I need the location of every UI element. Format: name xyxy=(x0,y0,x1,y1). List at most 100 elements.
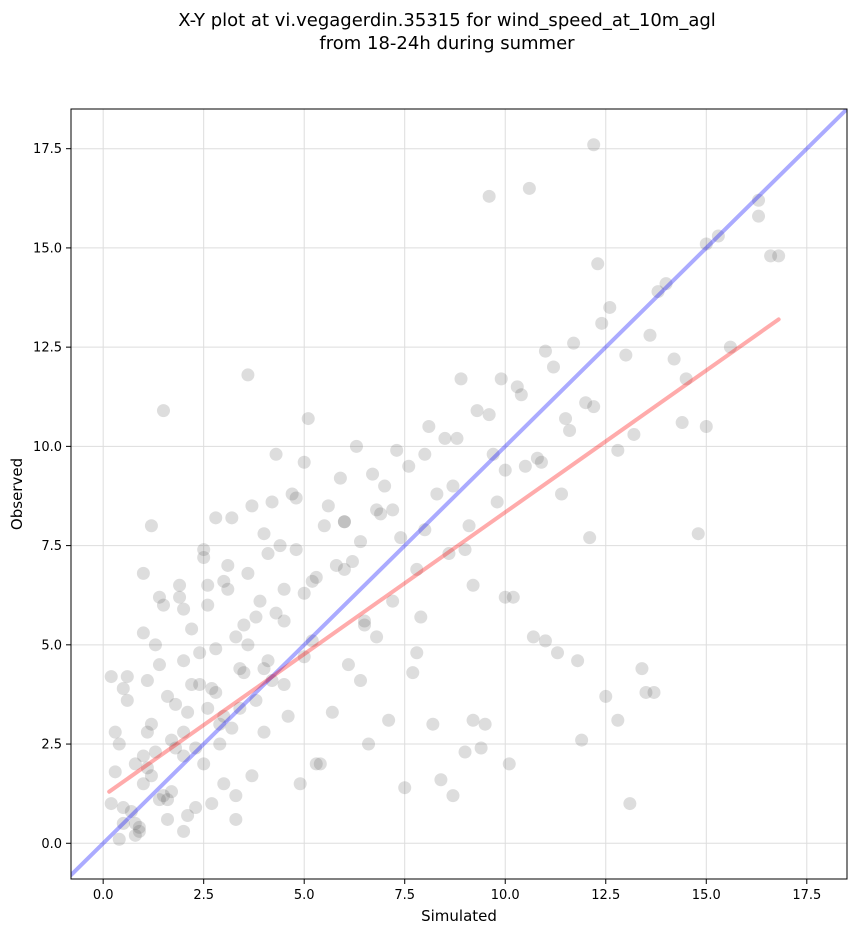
x-tick-label: 7.5 xyxy=(394,888,415,903)
data-point xyxy=(245,769,259,783)
data-point xyxy=(241,566,255,580)
data-point xyxy=(148,638,162,652)
data-point xyxy=(249,610,263,624)
data-point xyxy=(160,812,174,826)
data-point xyxy=(160,689,174,703)
data-point xyxy=(116,801,130,815)
data-point xyxy=(181,705,195,719)
data-point xyxy=(494,372,508,386)
data-point xyxy=(619,348,633,362)
data-point xyxy=(144,769,158,783)
data-point xyxy=(173,578,187,592)
regression-line xyxy=(107,317,781,794)
data-point xyxy=(213,717,227,731)
data-point xyxy=(140,761,154,775)
y-axis-label: Observed xyxy=(8,458,26,530)
data-point xyxy=(723,340,737,354)
data-point xyxy=(321,499,335,513)
data-point xyxy=(341,658,355,672)
data-point xyxy=(257,662,271,676)
data-point xyxy=(197,551,211,565)
data-point xyxy=(659,277,673,291)
data-point xyxy=(506,590,520,604)
data-point xyxy=(450,431,464,445)
data-point xyxy=(699,420,713,434)
data-point xyxy=(402,459,416,473)
data-point xyxy=(169,697,183,711)
data-point xyxy=(466,578,480,592)
data-point xyxy=(152,658,166,672)
data-point xyxy=(305,574,319,588)
data-point xyxy=(128,816,142,830)
data-point xyxy=(269,447,283,461)
y-tick-label: 15.0 xyxy=(33,241,62,256)
data-point xyxy=(382,713,396,727)
y-axis-ticks: 0.0 2.5 5.0 7.5 10.0 12.5 15.0 17.5 xyxy=(33,142,71,852)
data-point xyxy=(414,610,428,624)
data-point xyxy=(156,404,170,418)
data-point xyxy=(165,733,179,747)
data-point xyxy=(229,630,243,644)
data-point xyxy=(611,443,625,457)
data-point xyxy=(309,570,323,584)
data-point xyxy=(362,737,376,751)
x-axis-label: Simulated xyxy=(421,907,497,925)
data-point xyxy=(595,316,609,330)
data-point xyxy=(567,336,581,350)
data-point xyxy=(156,598,170,612)
x-tick-label: 17.5 xyxy=(792,888,821,903)
data-point xyxy=(386,503,400,517)
data-point xyxy=(522,181,536,195)
data-point xyxy=(639,685,653,699)
x-tick-label: 10.0 xyxy=(491,888,520,903)
data-point xyxy=(486,447,500,461)
data-point xyxy=(177,824,191,838)
data-point xyxy=(555,487,569,501)
data-point xyxy=(563,423,577,437)
data-point xyxy=(418,447,432,461)
data-point xyxy=(482,189,496,203)
data-point xyxy=(229,812,243,826)
data-point xyxy=(591,257,605,271)
data-point xyxy=(394,531,408,545)
data-point xyxy=(205,797,219,811)
data-point xyxy=(623,797,637,811)
data-point xyxy=(177,602,191,616)
data-point xyxy=(434,773,448,787)
data-point xyxy=(209,685,223,699)
data-point xyxy=(635,662,649,676)
data-point xyxy=(225,721,239,735)
data-point xyxy=(169,741,183,755)
data-point xyxy=(502,757,516,771)
data-point xyxy=(482,408,496,422)
data-point xyxy=(144,717,158,731)
data-point xyxy=(108,725,122,739)
y-tick-label: 5.0 xyxy=(41,638,62,653)
data-point xyxy=(253,594,267,608)
data-point xyxy=(261,547,275,561)
data-point xyxy=(136,566,150,580)
data-point xyxy=(546,360,560,374)
data-point xyxy=(225,511,239,525)
data-point xyxy=(221,582,235,596)
data-point xyxy=(261,654,275,668)
data-point xyxy=(309,757,323,771)
data-point xyxy=(386,594,400,608)
data-point xyxy=(643,328,657,342)
data-point xyxy=(289,491,303,505)
data-point xyxy=(627,427,641,441)
data-point xyxy=(378,479,392,493)
scatter-points xyxy=(104,138,786,846)
data-point xyxy=(136,626,150,640)
data-point xyxy=(551,646,565,660)
data-point xyxy=(353,535,367,549)
data-point xyxy=(587,138,601,152)
data-point xyxy=(249,693,263,707)
data-point xyxy=(478,717,492,731)
data-point xyxy=(237,618,251,632)
data-point xyxy=(116,816,130,830)
data-point xyxy=(273,539,287,553)
data-point xyxy=(185,678,199,692)
data-point xyxy=(297,586,311,600)
data-point xyxy=(353,674,367,688)
